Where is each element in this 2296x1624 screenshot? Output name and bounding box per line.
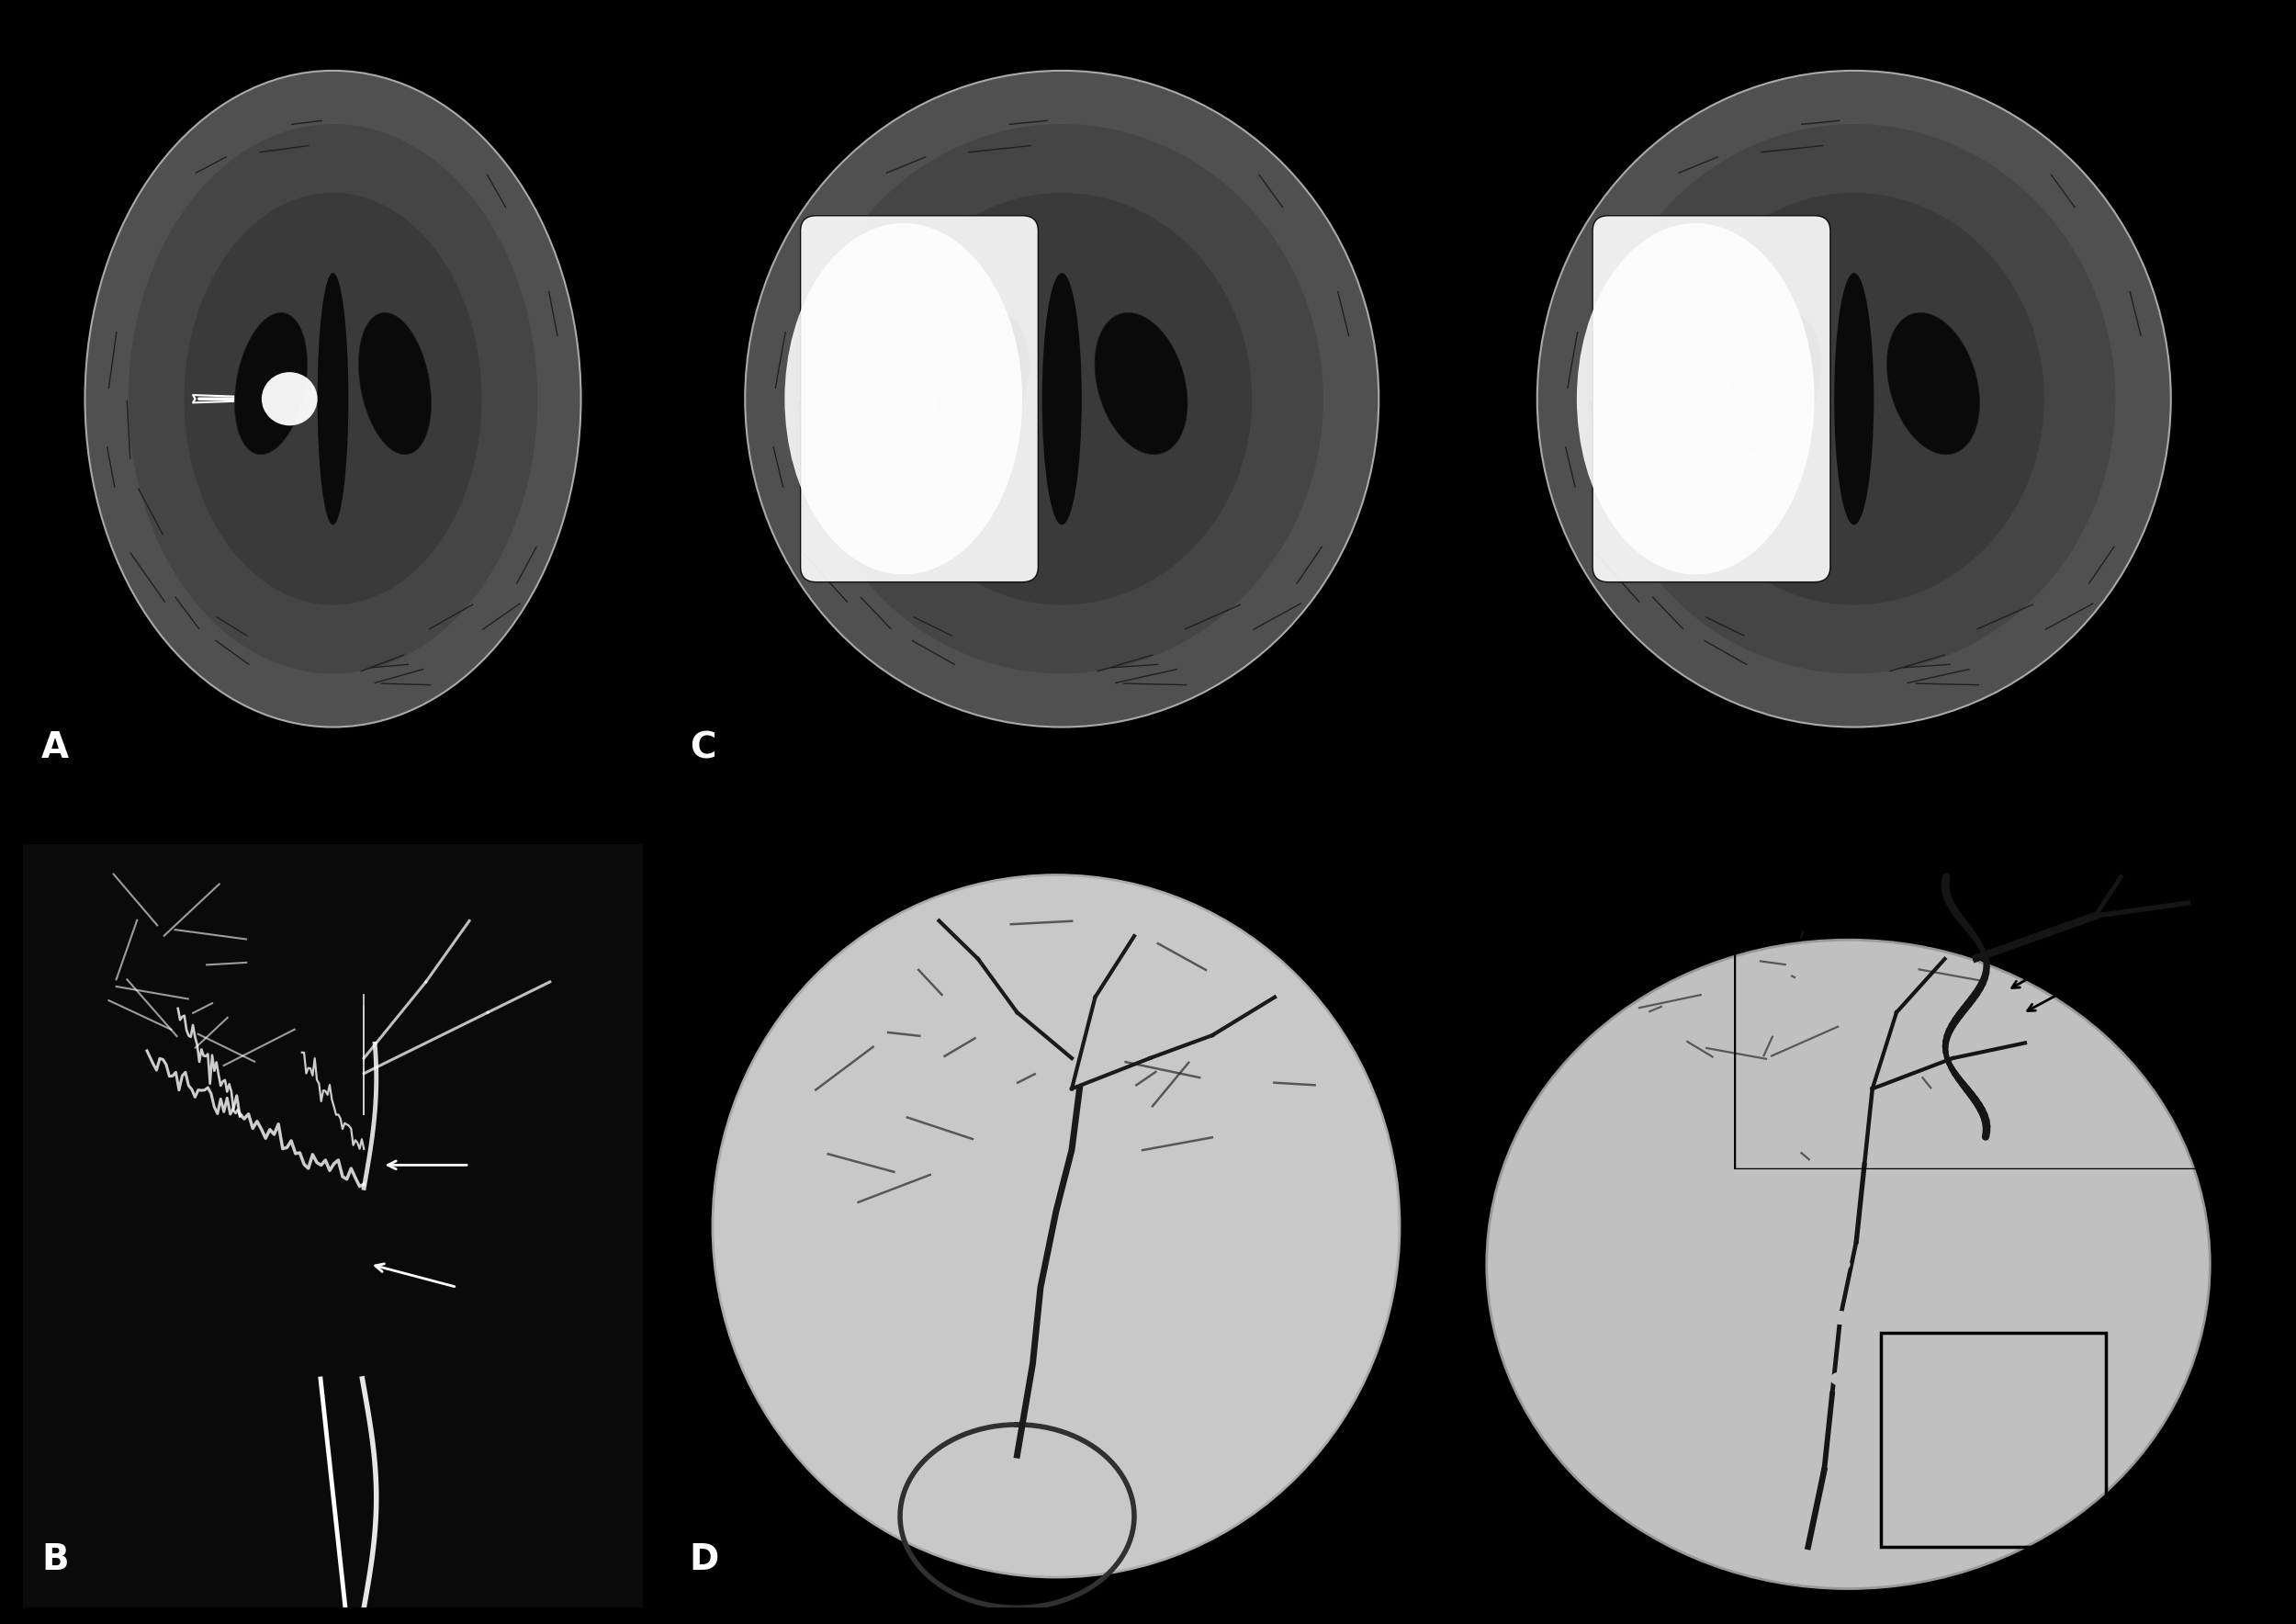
- Ellipse shape: [1830, 1311, 1851, 1325]
- Ellipse shape: [872, 193, 1251, 604]
- Ellipse shape: [1488, 940, 2209, 1588]
- Ellipse shape: [129, 123, 537, 674]
- Ellipse shape: [1095, 313, 1187, 455]
- Ellipse shape: [262, 372, 317, 425]
- Ellipse shape: [1835, 273, 1874, 525]
- Ellipse shape: [1577, 222, 1814, 575]
- Ellipse shape: [1538, 70, 2172, 728]
- Ellipse shape: [1830, 1257, 1851, 1272]
- Bar: [1880, 1333, 2105, 1546]
- Ellipse shape: [1830, 1372, 1851, 1385]
- Ellipse shape: [1729, 313, 1821, 455]
- Text: D: D: [689, 1543, 719, 1577]
- Text: B: B: [41, 1543, 69, 1577]
- Ellipse shape: [785, 222, 1022, 575]
- Ellipse shape: [234, 313, 308, 455]
- Ellipse shape: [317, 273, 349, 525]
- Ellipse shape: [1593, 123, 2115, 674]
- Ellipse shape: [1887, 313, 1979, 455]
- Text: A: A: [41, 731, 69, 765]
- Ellipse shape: [184, 193, 482, 604]
- FancyBboxPatch shape: [1593, 216, 1830, 581]
- Ellipse shape: [85, 70, 581, 728]
- Ellipse shape: [358, 313, 432, 455]
- Text: C: C: [689, 731, 716, 765]
- Ellipse shape: [937, 313, 1029, 455]
- Ellipse shape: [801, 123, 1322, 674]
- Ellipse shape: [744, 70, 1378, 728]
- Ellipse shape: [1665, 193, 2043, 604]
- FancyBboxPatch shape: [801, 216, 1038, 581]
- Ellipse shape: [712, 875, 1401, 1577]
- Ellipse shape: [1042, 273, 1081, 525]
